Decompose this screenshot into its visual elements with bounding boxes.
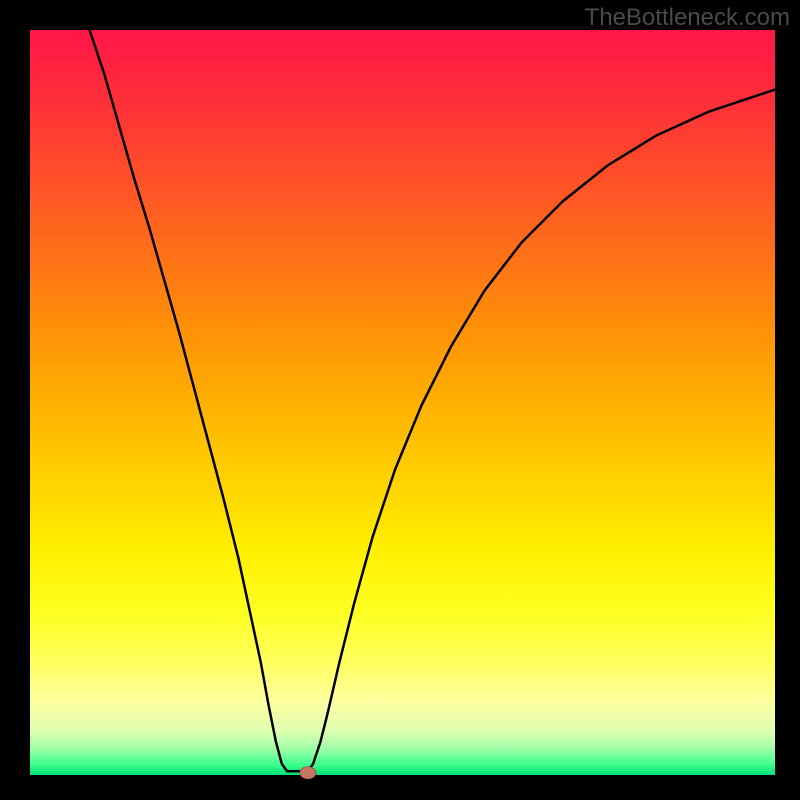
watermark-text: TheBottleneck.com [585,4,790,32]
optimal-marker [300,767,316,779]
bottleneck-chart [0,0,800,800]
chart-container: TheBottleneck.com [0,0,800,800]
plot-background [30,30,775,775]
